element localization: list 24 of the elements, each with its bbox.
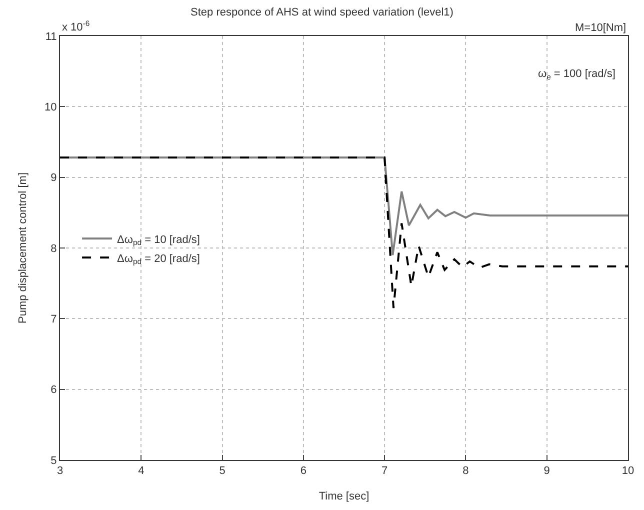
text: M=10[Nm] — [575, 22, 626, 34]
x-tick-label: 3 — [56, 465, 64, 478]
y-axis-title: Pump displacement control [m] — [17, 172, 30, 324]
x-tick-label: 10 — [622, 465, 634, 478]
y-tick-label: 6 — [50, 384, 57, 396]
x-axis-title: Time [sec] — [318, 490, 370, 502]
legend-label: Δω$_{pd}$ = 10 [rad/s] — [117, 234, 200, 248]
line-series — [60, 156, 628, 310]
y-tick-label: 7 — [50, 314, 57, 326]
x-tick-label: 4 — [138, 465, 144, 478]
annotation: ω$_{e}$ = 100 [rad/s] — [538, 68, 616, 82]
chart-title: Step responce of AHS at wind speed variation (level1) — [190, 6, 454, 18]
legend-label: Δω$_{pd}$ = 20 [rad/s] — [117, 252, 200, 266]
x-tick-label: 7 — [382, 465, 388, 478]
x-tick-label: 6 — [300, 465, 306, 478]
y-tick-label: 11 — [45, 30, 57, 43]
y-tick-label: 9 — [50, 172, 57, 184]
y-tick-label: 5 — [50, 454, 57, 467]
y-tick-label: 10 — [44, 102, 57, 114]
x-tick-label: 8 — [462, 465, 469, 478]
text: x 10$^{-6}$ — [62, 19, 90, 34]
y-tick-label: 8 — [50, 242, 57, 255]
x-tick-label: 9 — [544, 465, 550, 478]
x-tick-label: 5 — [219, 465, 226, 478]
